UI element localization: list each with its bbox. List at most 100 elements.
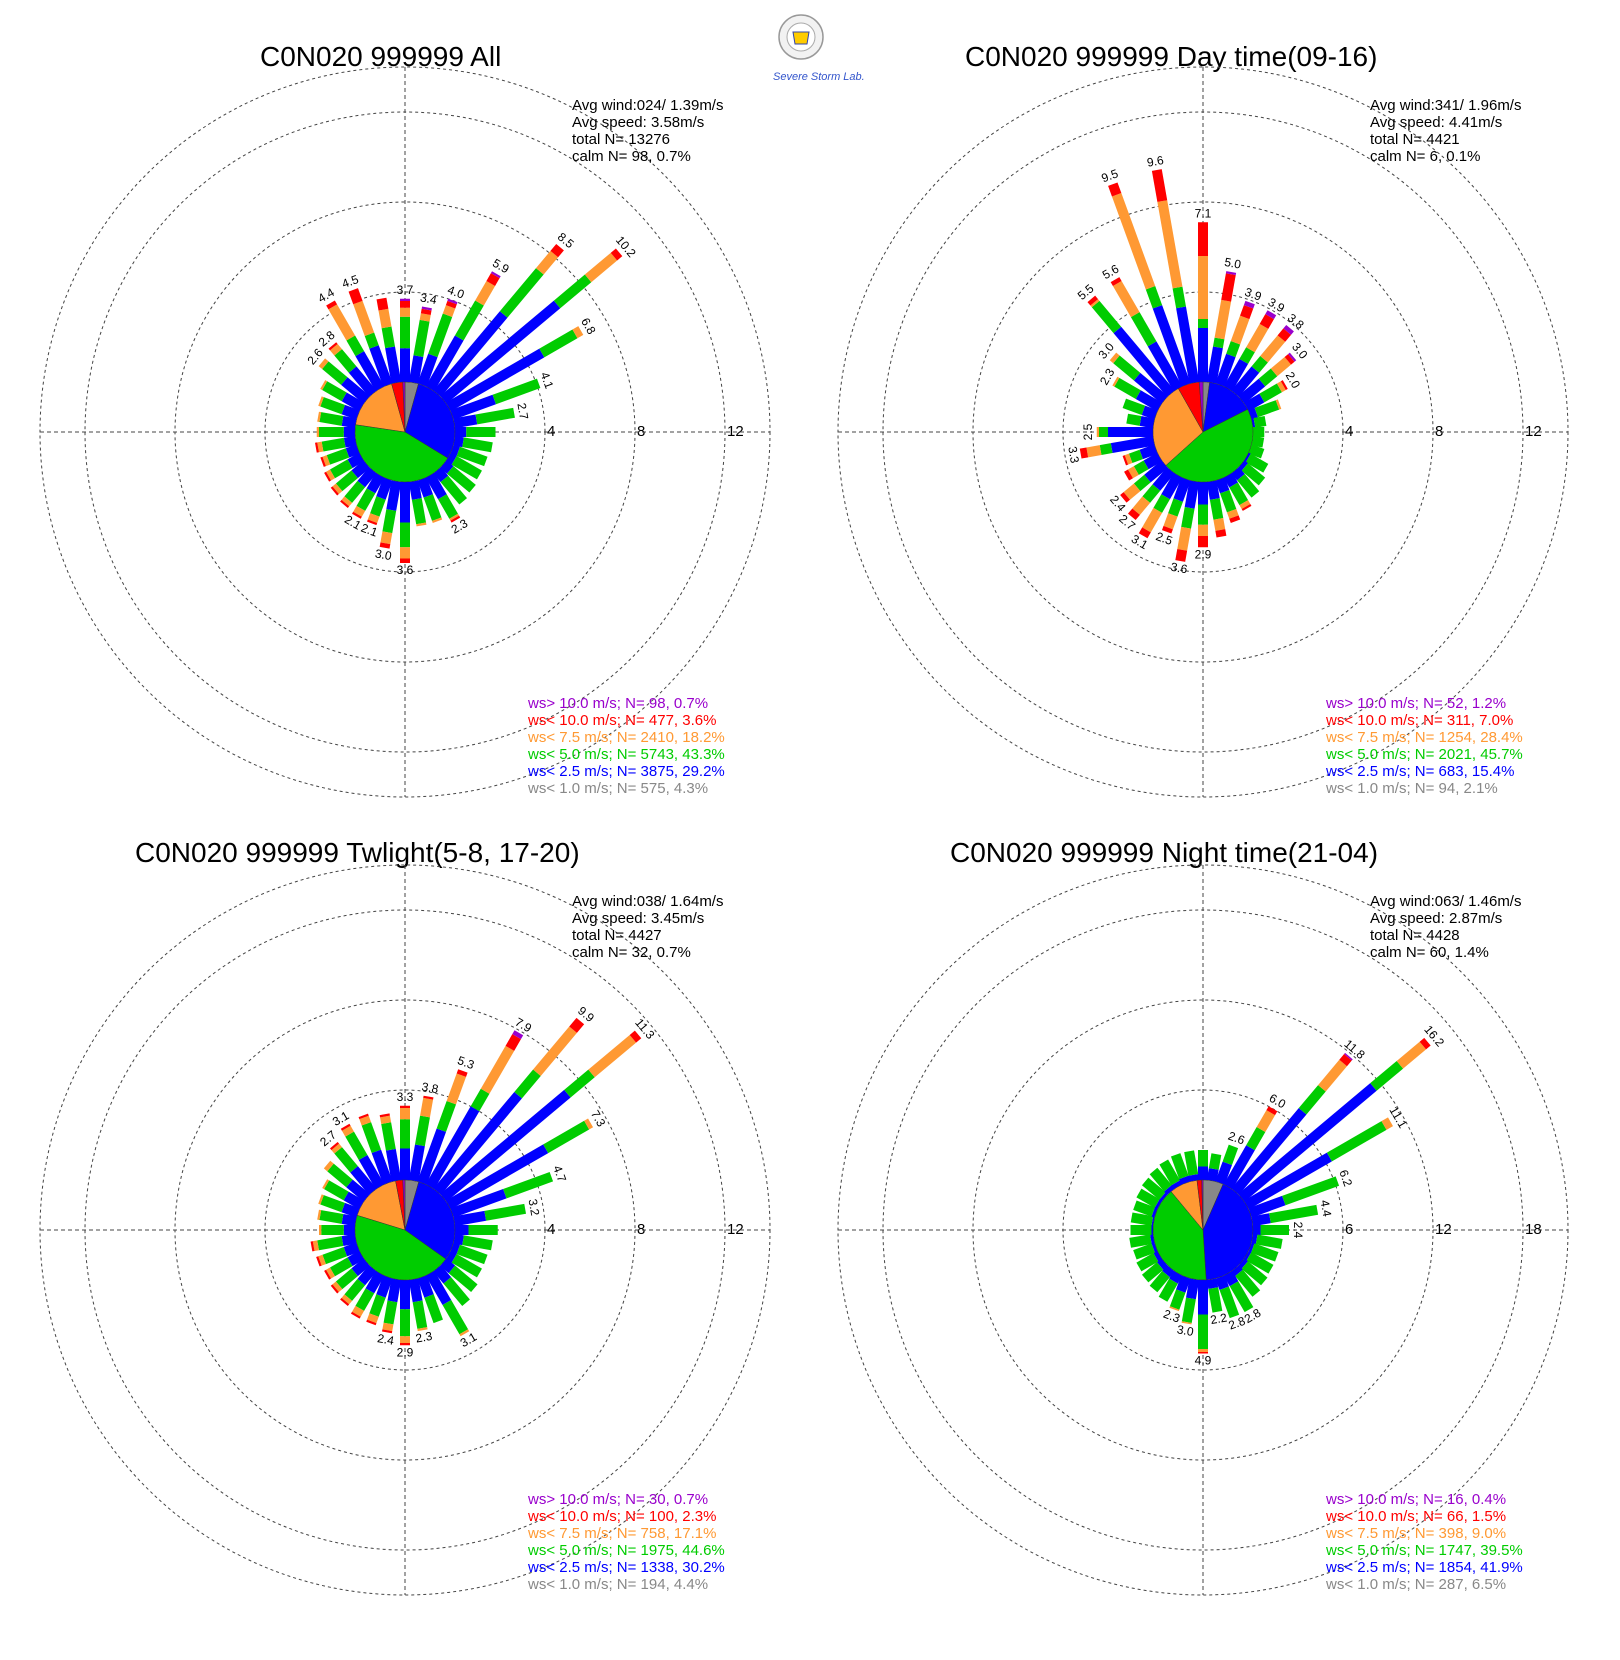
bar-segment-blue xyxy=(343,427,355,437)
bar-segment-blue xyxy=(1243,1250,1252,1261)
bar-segment-blue xyxy=(341,377,370,404)
direction-bar xyxy=(1129,1233,1155,1248)
bar-segment-blue xyxy=(1238,460,1248,471)
direction-bar xyxy=(445,1250,482,1278)
bar-segment-green xyxy=(466,427,496,437)
bar-segment-green xyxy=(462,437,493,453)
bar-segment-blue xyxy=(369,345,393,387)
bar-segment-green xyxy=(344,480,366,503)
bar-segment-green xyxy=(319,412,344,426)
bar-segment-green xyxy=(1133,1243,1155,1260)
bar-segment-blue xyxy=(453,1233,464,1246)
bar-segment-blue xyxy=(417,1275,434,1298)
direction-bar xyxy=(400,1105,410,1180)
bar-segment-green xyxy=(446,466,476,493)
bar-segment-orange xyxy=(353,300,375,336)
stat-line: calm N= 6, 0.1% xyxy=(1370,148,1480,165)
bar-value-label: 2.2 xyxy=(1209,1310,1228,1327)
bar-segment-orange xyxy=(1111,193,1156,290)
direction-bar xyxy=(1243,452,1269,473)
bar-segment-blue xyxy=(1223,1145,1255,1190)
direction-bar xyxy=(433,243,564,397)
direction-bar xyxy=(315,435,357,453)
pie-slice-purple xyxy=(1198,381,1204,433)
pie-slice-blue xyxy=(1202,382,1248,433)
bar-segment-blue xyxy=(400,348,410,382)
bar-segment-blue xyxy=(1151,1216,1155,1227)
legend-entry-orange: ws< 7.5 m/s; N= 1254, 28.4% xyxy=(1325,729,1523,746)
bar-segment-green xyxy=(1170,1153,1189,1180)
bar-segment-green xyxy=(346,335,365,357)
bar-segment-orange xyxy=(352,1305,365,1317)
direction-bar xyxy=(379,1113,402,1182)
bar-segment-blue xyxy=(453,414,478,429)
direction-bars: 7.15.03.93.93.83.02.02.93.62.53.12.72.43… xyxy=(1065,153,1310,577)
bar-segment-orange xyxy=(1112,280,1140,318)
bar-segment-blue xyxy=(1231,366,1260,397)
bar-segment-green xyxy=(448,1265,478,1293)
bar-segment-green xyxy=(1208,1287,1223,1313)
stat-line: calm N= 60, 1.4% xyxy=(1370,944,1489,961)
bar-segment-blue xyxy=(440,300,561,404)
bar-segment-green xyxy=(514,1069,541,1099)
bar-segment-blue xyxy=(1153,1250,1163,1262)
bar-segment-blue xyxy=(425,1106,480,1190)
pie-slice-purple xyxy=(1201,1179,1204,1231)
bar-value-label: 3.6 xyxy=(397,563,414,577)
bar-segment-green xyxy=(345,1131,368,1160)
bar-segment-green xyxy=(1259,383,1282,403)
bar-segment-blue xyxy=(400,482,410,523)
bar-segment-green xyxy=(382,509,397,534)
direction-bar xyxy=(455,427,496,437)
logo-shield-icon xyxy=(792,31,810,45)
bar-segment-green xyxy=(1282,1176,1340,1206)
stat-line: total N= 13276 xyxy=(572,131,670,148)
bar-segment-green xyxy=(1181,1297,1196,1323)
bar-segment-green xyxy=(1122,398,1146,415)
bar-segment-orange xyxy=(332,1281,343,1293)
bar-segment-orange xyxy=(318,1254,326,1266)
bar-segment-orange xyxy=(400,547,410,559)
direction-bar xyxy=(1159,1159,1183,1190)
direction-bar xyxy=(1133,1200,1158,1218)
direction-bar xyxy=(455,1225,498,1235)
bar-segment-orange xyxy=(341,1125,354,1137)
bar-segment-blue xyxy=(1144,460,1168,483)
bar-segment-orange xyxy=(328,304,356,341)
direction-bar xyxy=(317,411,357,429)
bar-segment-blue xyxy=(385,1148,402,1182)
direction-bar xyxy=(348,288,393,387)
bar-segment-purple xyxy=(421,306,432,311)
bar-segment-green xyxy=(1370,1060,1404,1091)
bar-segment-purple xyxy=(1225,271,1237,276)
bar-segment-green xyxy=(424,1294,443,1324)
direction-bar xyxy=(1198,482,1208,548)
direction-bar xyxy=(1248,1242,1279,1262)
severe-storm-lab-logo: Severe Storm Lab. xyxy=(773,14,865,83)
bar-segment-green xyxy=(381,326,395,349)
bar-segment-blue xyxy=(1135,390,1163,412)
bar-segment-blue xyxy=(425,1270,452,1306)
bar-segment-orange xyxy=(318,1194,324,1205)
bar-segment-orange xyxy=(1169,1306,1180,1312)
bar-segment-blue xyxy=(347,452,365,469)
bar-segment-red xyxy=(629,1030,642,1043)
bar-segment-green xyxy=(1198,504,1208,525)
bar-segment-green xyxy=(1208,1153,1222,1170)
direction-bar xyxy=(1206,271,1237,384)
bar-segment-blue xyxy=(366,472,385,494)
bar-segment-green xyxy=(553,274,592,309)
bar-segment-orange xyxy=(320,380,328,390)
bar-segment-blue xyxy=(1108,427,1153,437)
legend-entry-purple: ws> 10.0 m/s; N= 16, 0.4% xyxy=(1325,1491,1506,1508)
bar-segment-purple xyxy=(400,298,410,301)
bar-segment-green xyxy=(1158,1278,1178,1302)
bar-segment-red xyxy=(1151,169,1168,202)
legend-entry-orange: ws< 7.5 m/s; N= 398, 9.0% xyxy=(1325,1525,1506,1542)
grid-rings: 4 8 12 xyxy=(39,66,771,798)
bar-segment-orange xyxy=(1226,508,1239,519)
bar-value-label: 3.3 xyxy=(397,1090,414,1104)
bar-segment-red xyxy=(1175,549,1188,562)
direction-bar xyxy=(330,1258,370,1294)
